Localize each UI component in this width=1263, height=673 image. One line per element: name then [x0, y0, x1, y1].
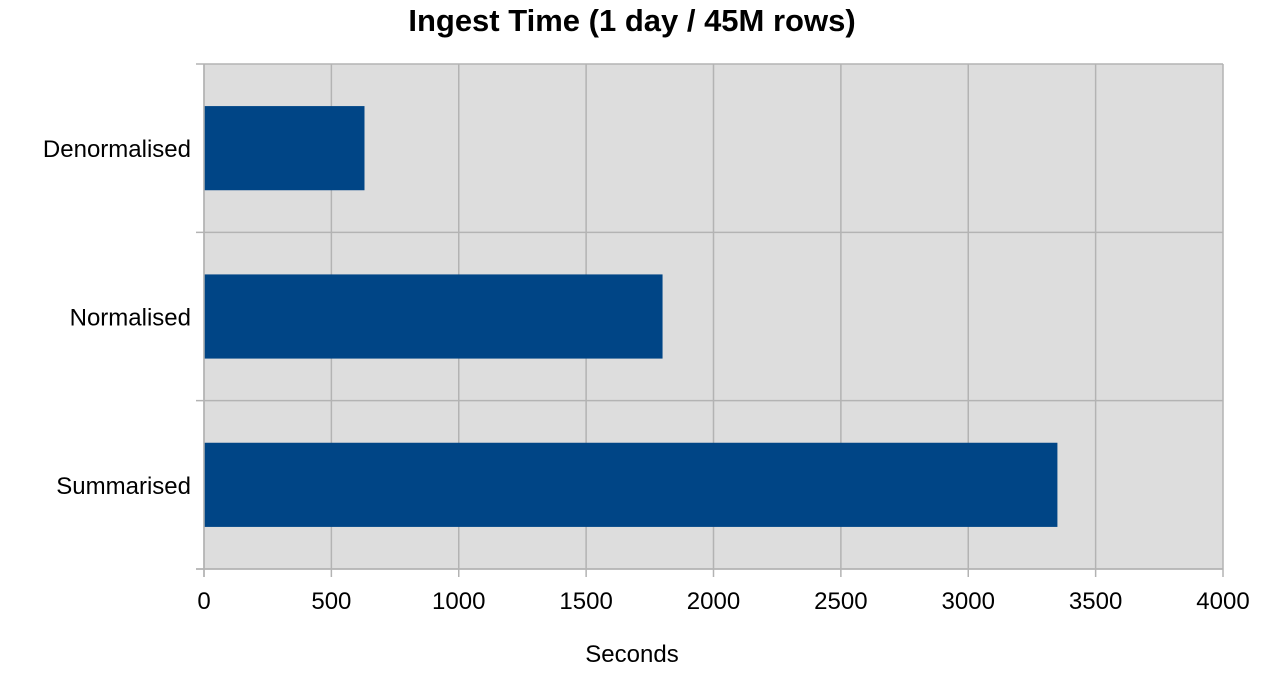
- x-axis-label: Seconds: [585, 641, 678, 668]
- x-tick-label: 4000: [1196, 588, 1249, 615]
- bars: [204, 106, 1058, 527]
- x-tick-label: 0: [197, 588, 210, 615]
- x-tick-label: 2000: [687, 588, 740, 615]
- bar: [204, 106, 365, 191]
- bar: [204, 442, 1058, 527]
- x-tick-label: 1500: [559, 588, 612, 615]
- x-tick-label: 2500: [814, 588, 867, 615]
- bar: [204, 274, 663, 359]
- category-label: Denormalised: [43, 136, 191, 163]
- chart-title: Ingest Time (1 day / 45M rows): [408, 3, 855, 38]
- category-labels: Denormalised Normalised Summarised: [43, 136, 191, 500]
- x-tick-label: 3500: [1069, 588, 1122, 615]
- x-tick-label: 500: [311, 588, 351, 615]
- x-tick-label: 1000: [432, 588, 485, 615]
- x-tick-label: 3000: [942, 588, 995, 615]
- category-label: Normalised: [70, 305, 191, 332]
- x-tick-labels: 0 500 1000 1500 2000 2500 3000 3500 4000: [197, 588, 1249, 615]
- category-label: Summarised: [56, 473, 191, 500]
- axes: [196, 64, 1223, 577]
